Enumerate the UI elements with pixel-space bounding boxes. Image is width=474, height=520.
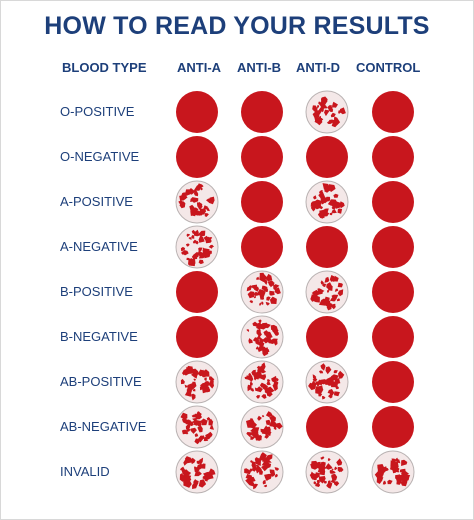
row-label: B-POSITIVE (60, 284, 133, 299)
solid-red-dot-icon (306, 316, 348, 358)
row-label: AB-POSITIVE (60, 374, 142, 389)
row-label: O-NEGATIVE (60, 149, 140, 164)
column-header-control: CONTROL (356, 60, 421, 75)
speckled-dot-icon (240, 270, 284, 314)
solid-red-dot-icon (372, 136, 414, 178)
speckled-dot-icon (175, 180, 219, 224)
solid-red-dot-icon (306, 406, 348, 448)
speckled-dot-icon (371, 450, 415, 494)
solid-red-dot-icon (372, 361, 414, 403)
speckled-dot-icon (240, 315, 284, 359)
solid-red-dot-icon (372, 226, 414, 268)
speckled-dot-icon (305, 360, 349, 404)
column-header-anti-b: ANTI-B (237, 60, 282, 75)
solid-red-dot-icon (241, 136, 283, 178)
solid-red-dot-icon (176, 271, 218, 313)
row-label: INVALID (60, 464, 110, 479)
row-label: A-POSITIVE (60, 194, 133, 209)
speckled-dot-icon (240, 405, 284, 449)
speckled-dot-icon (305, 90, 349, 134)
row-label: O-POSITIVE (60, 104, 135, 119)
speckled-dot-icon (305, 270, 349, 314)
solid-red-dot-icon (372, 406, 414, 448)
solid-red-dot-icon (372, 316, 414, 358)
row-label: AB-NEGATIVE (60, 419, 147, 434)
column-header-blood-type: BLOOD TYPE (62, 60, 147, 75)
solid-red-dot-icon (176, 316, 218, 358)
speckled-dot-icon (175, 360, 219, 404)
speckled-dot-icon (240, 360, 284, 404)
speckled-dot-icon (175, 450, 219, 494)
column-header-anti-d: ANTI-D (296, 60, 341, 75)
solid-red-dot-icon (241, 226, 283, 268)
speckled-dot-icon (305, 450, 349, 494)
solid-red-dot-icon (306, 226, 348, 268)
row-label: B-NEGATIVE (60, 329, 138, 344)
speckled-dot-icon (175, 405, 219, 449)
speckled-dot-icon (305, 180, 349, 224)
solid-red-dot-icon (176, 91, 218, 133)
row-label: A-NEGATIVE (60, 239, 138, 254)
solid-red-dot-icon (241, 91, 283, 133)
solid-red-dot-icon (306, 136, 348, 178)
solid-red-dot-icon (372, 271, 414, 313)
solid-red-dot-icon (241, 181, 283, 223)
solid-red-dot-icon (372, 181, 414, 223)
page-title: HOW TO READ YOUR RESULTS (44, 12, 430, 40)
speckled-dot-icon (240, 450, 284, 494)
solid-red-dot-icon (176, 136, 218, 178)
speckled-dot-icon (175, 225, 219, 269)
column-header-anti-a: ANTI-A (177, 60, 222, 75)
solid-red-dot-icon (372, 91, 414, 133)
